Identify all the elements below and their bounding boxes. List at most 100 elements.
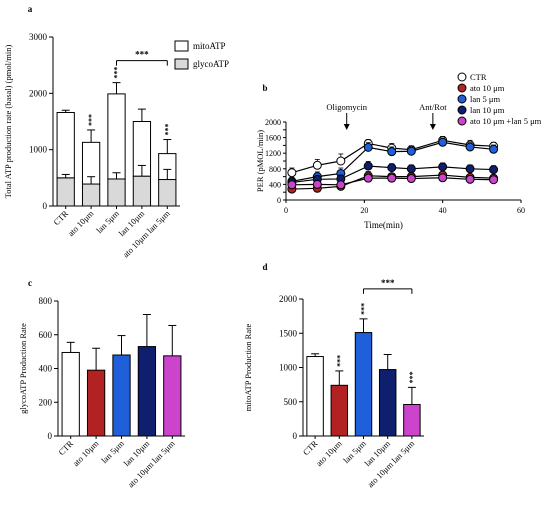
- panel-letter-a: a: [28, 4, 33, 14]
- bar: [306, 356, 324, 437]
- y-tick-label: 2000: [29, 88, 48, 98]
- legend-marker: [457, 105, 467, 115]
- bracket-stars: ***: [381, 278, 395, 288]
- data-point: [387, 147, 397, 157]
- y-tick-label: 2000: [279, 294, 298, 304]
- x-tick-label: CTR: [51, 208, 70, 227]
- data-point: [465, 174, 475, 184]
- significance-stars: ***: [113, 67, 122, 79]
- y-axis-label: Total ATP production rate (basal) (pmol/…: [3, 44, 13, 198]
- panel-letter-b: b: [262, 83, 267, 93]
- y-tick-label: 1500: [279, 328, 298, 338]
- y-tick-label: 2000: [265, 118, 281, 127]
- oligomycin-label: Oligomycin: [326, 102, 367, 112]
- y-tick-label: 800: [269, 165, 281, 174]
- data-point: [438, 173, 448, 183]
- bar: [378, 369, 397, 437]
- legend-label: lan 10 μm: [470, 105, 505, 115]
- legend-marker: [457, 83, 467, 93]
- y-tick-label: 1000: [279, 363, 298, 373]
- bar-mitoATP: [107, 93, 126, 180]
- panel-letter-d: d: [262, 262, 267, 272]
- legend-label: CTR: [470, 72, 487, 82]
- data-point: [336, 156, 346, 166]
- x-tick-label: ato 10μm: [314, 438, 344, 468]
- y-tick-label: 500: [284, 397, 298, 407]
- data-point: [287, 168, 297, 178]
- legend-swatch: [174, 40, 189, 52]
- data-point: [312, 179, 322, 189]
- data-point: [387, 163, 397, 173]
- y-tick-label: 800: [39, 296, 53, 306]
- y-tick-label: 3000: [29, 32, 48, 42]
- data-point: [489, 144, 499, 154]
- data-point: [438, 137, 448, 147]
- x-tick-label: ato 10μm: [66, 208, 96, 238]
- y-tick-label: 0: [293, 431, 298, 441]
- legend-label: glycoATP: [193, 59, 229, 69]
- data-point: [438, 162, 448, 172]
- data-point: [406, 174, 416, 184]
- bar: [137, 346, 157, 437]
- x-tick-label: 40: [439, 206, 447, 215]
- y-tick-label: 1200: [265, 149, 281, 158]
- significance-stars: ***: [408, 371, 417, 383]
- y-tick-label: 400: [39, 364, 53, 374]
- legend-marker: [457, 94, 467, 104]
- x-tick-label: ato 10μm lan 5μm: [126, 438, 177, 489]
- bar-glycoATP: [158, 179, 177, 207]
- bar: [112, 354, 131, 437]
- data-point: [312, 160, 322, 170]
- bar-glycoATP: [81, 183, 101, 207]
- data-point: [336, 180, 346, 190]
- antrot-label: Ant/Rot: [419, 102, 447, 112]
- legend-label: lan 5 μm: [470, 94, 500, 104]
- data-point: [363, 142, 373, 152]
- significance-stars: ***: [360, 303, 369, 315]
- bar: [354, 332, 373, 437]
- bar-glycoATP: [132, 175, 152, 207]
- x-tick-label: ato 10μm lan 5μm: [121, 208, 172, 259]
- data-point: [465, 142, 475, 152]
- bar-glycoATP: [56, 177, 75, 207]
- arrowhead: [343, 124, 350, 130]
- y-axis-label: PER (pMOL/min): [255, 130, 265, 192]
- legend-label: ato 10 μm: [470, 83, 505, 93]
- legend-label: ato 10 μm +lan 5 μm: [470, 116, 542, 126]
- x-tick-label: CTR: [301, 438, 320, 457]
- data-point: [387, 173, 397, 183]
- y-axis-label: mitoATP Production Rate: [243, 324, 253, 412]
- legend-label: mitoATP: [193, 41, 226, 51]
- bracket-stars: ***: [135, 50, 149, 60]
- x-tick-label: 20: [360, 206, 368, 215]
- data-point: [363, 161, 373, 171]
- arrowhead: [429, 124, 436, 130]
- legend-marker: [457, 116, 467, 126]
- bar-mitoATP: [56, 111, 75, 179]
- y-axis-label: glycoATP Production Rate: [18, 323, 28, 414]
- bar: [61, 351, 80, 437]
- y-tick-label: 0: [277, 196, 281, 205]
- data-point: [287, 180, 297, 190]
- significance-stars: ***: [335, 355, 344, 367]
- data-point: [465, 164, 475, 174]
- x-tick-label: 60: [517, 206, 525, 215]
- x-tick-label: ato 10μm: [71, 438, 101, 468]
- y-tick-label: 0: [43, 201, 48, 211]
- x-axis-label: Time(min): [364, 220, 403, 230]
- legend-swatch: [174, 58, 189, 70]
- y-tick-label: 1000: [29, 145, 48, 155]
- y-tick-label: 200: [39, 397, 53, 407]
- bar-glycoATP: [107, 178, 126, 207]
- bar: [330, 384, 349, 437]
- significance-stars: ***: [87, 114, 96, 126]
- legend-marker: [457, 72, 467, 82]
- data-point: [489, 165, 499, 175]
- bar: [163, 355, 182, 437]
- y-tick-label: 0: [48, 431, 53, 441]
- x-tick-label: CTR: [56, 438, 75, 457]
- bar: [86, 369, 106, 437]
- data-point: [406, 146, 416, 156]
- data-point: [406, 164, 416, 174]
- bar: [403, 403, 421, 437]
